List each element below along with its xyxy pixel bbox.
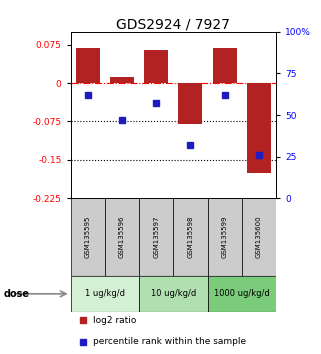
- Text: GSM135598: GSM135598: [187, 216, 194, 258]
- Bar: [71, 198, 105, 276]
- Bar: [178, 83, 203, 124]
- Text: log2 ratio: log2 ratio: [93, 315, 137, 325]
- Title: GDS2924 / 7927: GDS2924 / 7927: [117, 18, 230, 32]
- Bar: [71, 276, 139, 312]
- Bar: [208, 198, 242, 276]
- Bar: [213, 48, 237, 83]
- Bar: [76, 48, 100, 83]
- Bar: [139, 276, 208, 312]
- Bar: [173, 198, 208, 276]
- Text: GSM135595: GSM135595: [85, 216, 91, 258]
- Text: GSM135597: GSM135597: [153, 216, 159, 258]
- Text: GSM135599: GSM135599: [222, 216, 228, 258]
- Bar: [139, 198, 173, 276]
- Bar: [110, 77, 134, 83]
- Bar: [144, 50, 168, 83]
- Bar: [105, 198, 139, 276]
- Text: 1 ug/kg/d: 1 ug/kg/d: [85, 289, 125, 298]
- Text: 1000 ug/kg/d: 1000 ug/kg/d: [214, 289, 270, 298]
- Text: GSM135600: GSM135600: [256, 216, 262, 258]
- Bar: [208, 276, 276, 312]
- Text: 10 ug/kg/d: 10 ug/kg/d: [151, 289, 196, 298]
- Text: dose: dose: [3, 289, 29, 299]
- Bar: [247, 83, 271, 173]
- Text: GSM135596: GSM135596: [119, 216, 125, 258]
- Text: percentile rank within the sample: percentile rank within the sample: [93, 337, 246, 347]
- Bar: [242, 198, 276, 276]
